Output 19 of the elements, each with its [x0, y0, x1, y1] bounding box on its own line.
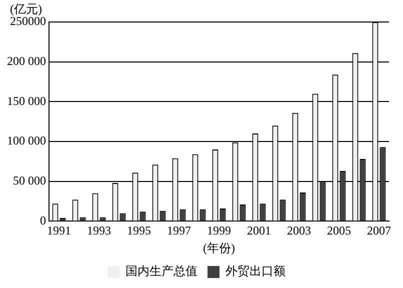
y-tick-label: 200 000	[7, 54, 46, 68]
x-tick-label: 1999	[207, 224, 231, 238]
y-tick-label: 50 000	[13, 174, 46, 188]
x-tick-label: 1993	[87, 224, 111, 238]
x-tick-label: 1995	[127, 224, 151, 238]
y-tick-label: 250000	[10, 14, 46, 28]
y-axis-title: (亿元)	[10, 2, 42, 16]
legend-label: 外贸出口额	[226, 264, 286, 278]
x-tick-label: 1991	[47, 224, 71, 238]
x-tick-label: 2001	[247, 224, 271, 238]
legend-label: 国内生产总值	[126, 264, 198, 278]
x-tick-label: 2007	[367, 224, 391, 238]
x-tick-label: 2005	[327, 224, 351, 238]
y-tick-label: 150 000	[7, 94, 46, 108]
y-tick-label: 100 000	[7, 134, 46, 148]
x-tick-label: 2003	[287, 224, 311, 238]
x-tick-label: 1997	[167, 224, 191, 238]
x-axis-title: (年份)	[203, 240, 235, 255]
y-tick-label: 0	[40, 213, 46, 228]
